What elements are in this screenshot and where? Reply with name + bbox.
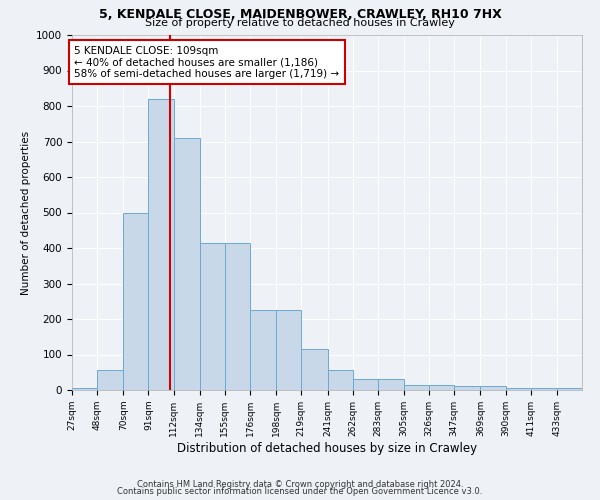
Bar — [124, 212, 148, 390]
Bar — [200, 242, 225, 390]
Bar — [148, 99, 173, 390]
Bar — [97, 370, 124, 390]
Bar — [404, 384, 429, 390]
Bar — [250, 310, 276, 390]
Text: 5 KENDALE CLOSE: 109sqm
← 40% of detached houses are smaller (1,186)
58% of semi: 5 KENDALE CLOSE: 109sqm ← 40% of detache… — [74, 46, 340, 79]
Text: Size of property relative to detached houses in Crawley: Size of property relative to detached ho… — [145, 18, 455, 28]
Bar — [173, 138, 200, 390]
Bar — [301, 349, 328, 390]
Y-axis label: Number of detached properties: Number of detached properties — [20, 130, 31, 294]
Text: Contains HM Land Registry data © Crown copyright and database right 2024.: Contains HM Land Registry data © Crown c… — [137, 480, 463, 489]
Bar — [454, 386, 481, 390]
Bar — [353, 380, 378, 390]
Bar — [429, 384, 454, 390]
Bar — [328, 370, 353, 390]
X-axis label: Distribution of detached houses by size in Crawley: Distribution of detached houses by size … — [177, 442, 477, 454]
Bar — [481, 386, 506, 390]
Bar — [276, 310, 301, 390]
Text: 5, KENDALE CLOSE, MAIDENBOWER, CRAWLEY, RH10 7HX: 5, KENDALE CLOSE, MAIDENBOWER, CRAWLEY, … — [98, 8, 502, 20]
Bar — [72, 388, 97, 390]
Bar — [557, 388, 582, 390]
Bar — [506, 388, 530, 390]
Text: Contains public sector information licensed under the Open Government Licence v3: Contains public sector information licen… — [118, 487, 482, 496]
Bar — [530, 388, 557, 390]
Bar — [225, 242, 250, 390]
Bar — [378, 380, 404, 390]
